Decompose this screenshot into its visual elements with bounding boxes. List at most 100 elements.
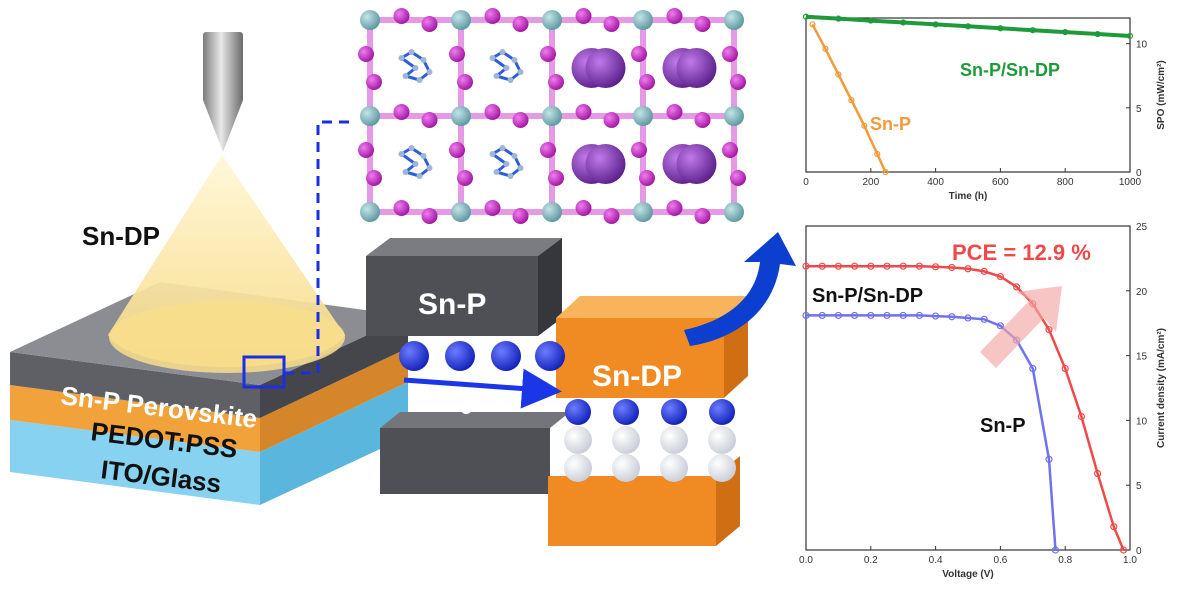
x-tick-label: 1000 xyxy=(1119,177,1142,188)
tin-atom xyxy=(360,202,380,222)
cation-atom xyxy=(416,77,423,83)
series-point xyxy=(882,168,889,176)
y-tick-label: 15 xyxy=(1136,352,1148,363)
halide-atom xyxy=(603,208,620,224)
tin-atom xyxy=(360,106,380,126)
halide-atom xyxy=(484,8,501,24)
cation-atom-blue xyxy=(399,341,429,371)
organic-atom-white xyxy=(612,426,640,454)
series-point xyxy=(861,122,868,129)
halide-atom xyxy=(730,170,746,186)
halide-atom xyxy=(484,200,501,216)
series-line-sn-p-sn-dp xyxy=(805,14,1131,38)
series-point xyxy=(915,262,924,270)
halide-atom xyxy=(512,16,529,32)
cation-atom xyxy=(511,57,518,63)
halide-atom xyxy=(393,200,410,216)
cation-atom-blue xyxy=(491,341,521,371)
series-point xyxy=(1119,546,1128,554)
cation-atom xyxy=(398,55,405,61)
organic-atom-white xyxy=(708,454,736,482)
halide-atom xyxy=(457,74,473,90)
series-point xyxy=(1077,412,1086,421)
y-tick-label: 20 xyxy=(1136,287,1148,298)
series-point xyxy=(932,21,939,28)
improvement-arrow xyxy=(980,286,1062,368)
series-point xyxy=(980,315,988,323)
pedot-layer-side xyxy=(260,348,408,452)
x-tick-label: 800 xyxy=(1057,177,1074,188)
halide-atom xyxy=(694,16,711,32)
halide-atom xyxy=(575,200,592,216)
jv-chart: 0.0 0.2 0.4 0.6 0.8 1.00 5 10 15 20 25 Voltage (V) C… xyxy=(799,222,1167,580)
tin-atom xyxy=(724,106,744,126)
x-tick-label: 0.6 xyxy=(993,555,1007,566)
tin-atom xyxy=(724,10,744,30)
series-point xyxy=(931,312,940,320)
halide-atom xyxy=(603,16,620,32)
tin-atom xyxy=(451,106,471,126)
cation-atom-blue xyxy=(535,341,565,371)
tin-atom xyxy=(542,10,562,30)
series-point xyxy=(948,313,956,321)
large-cation-atom xyxy=(585,144,626,184)
cation-atom xyxy=(412,65,419,71)
x-axis-label: Time (h) xyxy=(949,191,988,202)
organic-cation xyxy=(489,49,524,83)
y-tick-label: 5 xyxy=(1136,104,1142,115)
tin-atom xyxy=(360,10,380,30)
halide-atom xyxy=(358,142,374,158)
snp-block-label: Sn-P xyxy=(418,288,486,321)
series-point xyxy=(867,17,874,24)
cation-atom xyxy=(507,173,514,179)
cation-atom-blue xyxy=(661,399,687,425)
cation-atom xyxy=(402,169,409,175)
snp-block-lower xyxy=(380,428,550,494)
cation-atom xyxy=(412,161,419,167)
series-point xyxy=(948,263,956,272)
series-label: Sn-P/Sn-DP xyxy=(812,285,923,307)
y-axis-label: Current density (mA/cm²) xyxy=(1156,328,1167,448)
cation-atom xyxy=(489,55,496,61)
series-point xyxy=(818,262,826,270)
series-point xyxy=(996,272,1005,281)
series-point xyxy=(850,311,859,320)
halide-atom xyxy=(358,46,374,62)
plot-frame xyxy=(805,17,1131,173)
y-tick-label: 10 xyxy=(1136,416,1148,427)
series-point xyxy=(1062,29,1069,36)
y-tick-label: 5 xyxy=(1136,481,1142,492)
tin-atom xyxy=(542,202,562,222)
series-point xyxy=(900,19,907,26)
x-tick-label: 0.2 xyxy=(864,555,878,566)
halide-atom xyxy=(366,74,382,90)
perovskite-layer-side xyxy=(260,316,408,418)
snp-block-upper xyxy=(366,256,538,336)
electron-transfer-arrow xyxy=(403,368,562,409)
halide-atom xyxy=(722,46,738,62)
ito-layer-side xyxy=(260,382,408,505)
spray-label: Sn-DP xyxy=(82,221,160,251)
series-point xyxy=(1061,364,1069,373)
halide-atom xyxy=(575,8,592,24)
halide-atom xyxy=(540,142,556,158)
halide-atom xyxy=(694,112,711,128)
halide-atom xyxy=(730,74,746,90)
series-point xyxy=(802,311,810,320)
series-point xyxy=(964,314,972,322)
series-point xyxy=(1126,32,1134,40)
halide-atom xyxy=(666,200,683,216)
x-tick-label: 0.4 xyxy=(929,555,943,566)
tin-atom xyxy=(633,10,653,30)
cation-atom-blue xyxy=(445,341,475,371)
series-point xyxy=(1051,546,1060,554)
organic-atom-white xyxy=(564,426,592,454)
tin-atom xyxy=(724,202,744,222)
series-label: Sn-P xyxy=(870,114,911,134)
halide-atom xyxy=(694,208,711,224)
series-point xyxy=(835,15,842,22)
x-axis-label: Voltage (V) xyxy=(942,569,993,580)
halide-atom xyxy=(666,8,683,24)
tin-atom xyxy=(633,106,653,126)
